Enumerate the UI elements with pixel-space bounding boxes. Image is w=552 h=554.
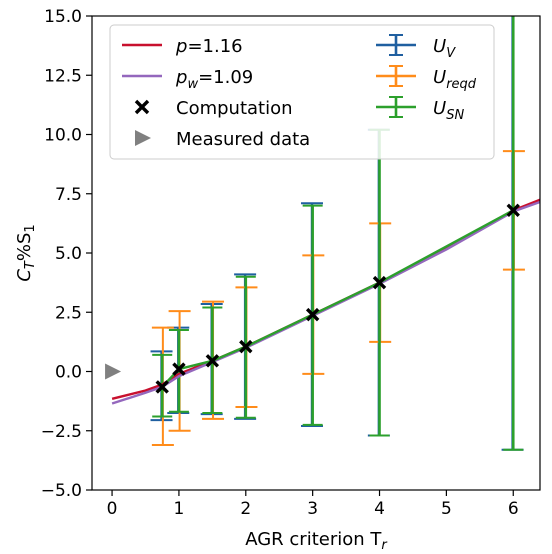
legend-handle-comp: [134, 99, 150, 115]
x-tick-label: 5: [441, 499, 452, 519]
legend-label-uv: UV: [433, 36, 456, 61]
legend-label-usn: USN: [433, 98, 464, 123]
x-axis-title-subscript: r: [381, 538, 388, 553]
y-axis-title-mid: %S: [14, 233, 35, 262]
y-tick-label: 10.0: [44, 126, 82, 146]
legend-label-pw: pw=1.09: [175, 67, 253, 92]
axes: 0 1 2 3 4 5 6 −5.0 −2.5 0.0 2.5 5.0 7.5 10.0 12.5 15.0: [41, 7, 519, 519]
x-tick-label: 6: [508, 499, 519, 519]
x-tick-label: 1: [174, 499, 185, 519]
computation-point: [506, 203, 520, 218]
legend-label-comp: Computation: [176, 98, 293, 119]
y-tick-label: 5.0: [55, 244, 82, 264]
x-tick-label: 0: [107, 499, 118, 519]
measured-point: [105, 363, 122, 380]
plot-content: [105, 16, 540, 451]
x-axis-title: AGR criterion Tr: [245, 529, 388, 553]
y-tick-label: 0.0: [55, 363, 82, 383]
y-axis-title: CT%S1: [14, 224, 38, 281]
y-tick-label: 15.0: [44, 7, 82, 27]
y-tick-label: 7.5: [55, 185, 82, 205]
y-axis-title-sub1: T: [23, 260, 38, 269]
y-tick-label: −2.5: [41, 422, 82, 442]
y-tick-label: 2.5: [55, 303, 82, 323]
computation-point: [155, 380, 169, 394]
x-tick-label: 2: [240, 499, 251, 519]
computation-point: [172, 362, 186, 376]
y-axis-title-sub2: 1: [23, 224, 38, 232]
computation-point: [205, 354, 220, 368]
legend-label-p: p=1.16: [175, 36, 243, 57]
x-tick-label: 3: [307, 499, 318, 519]
computation-point: [305, 307, 320, 322]
legend-label-ureqd: Ureqd: [433, 67, 477, 92]
y-tick-label: −5.0: [41, 481, 82, 501]
legend-label-meas: Measured data: [176, 129, 310, 150]
legend-box: [109, 24, 495, 160]
x-tick-label: 4: [374, 499, 385, 519]
computation-point: [239, 339, 253, 354]
y-tick-label: 12.5: [44, 66, 82, 86]
legend: p=1.16 pw=1.09 Computation Measured data UV U…: [109, 24, 495, 160]
legend-handle-meas: [135, 130, 151, 146]
computation-point: [372, 275, 387, 290]
